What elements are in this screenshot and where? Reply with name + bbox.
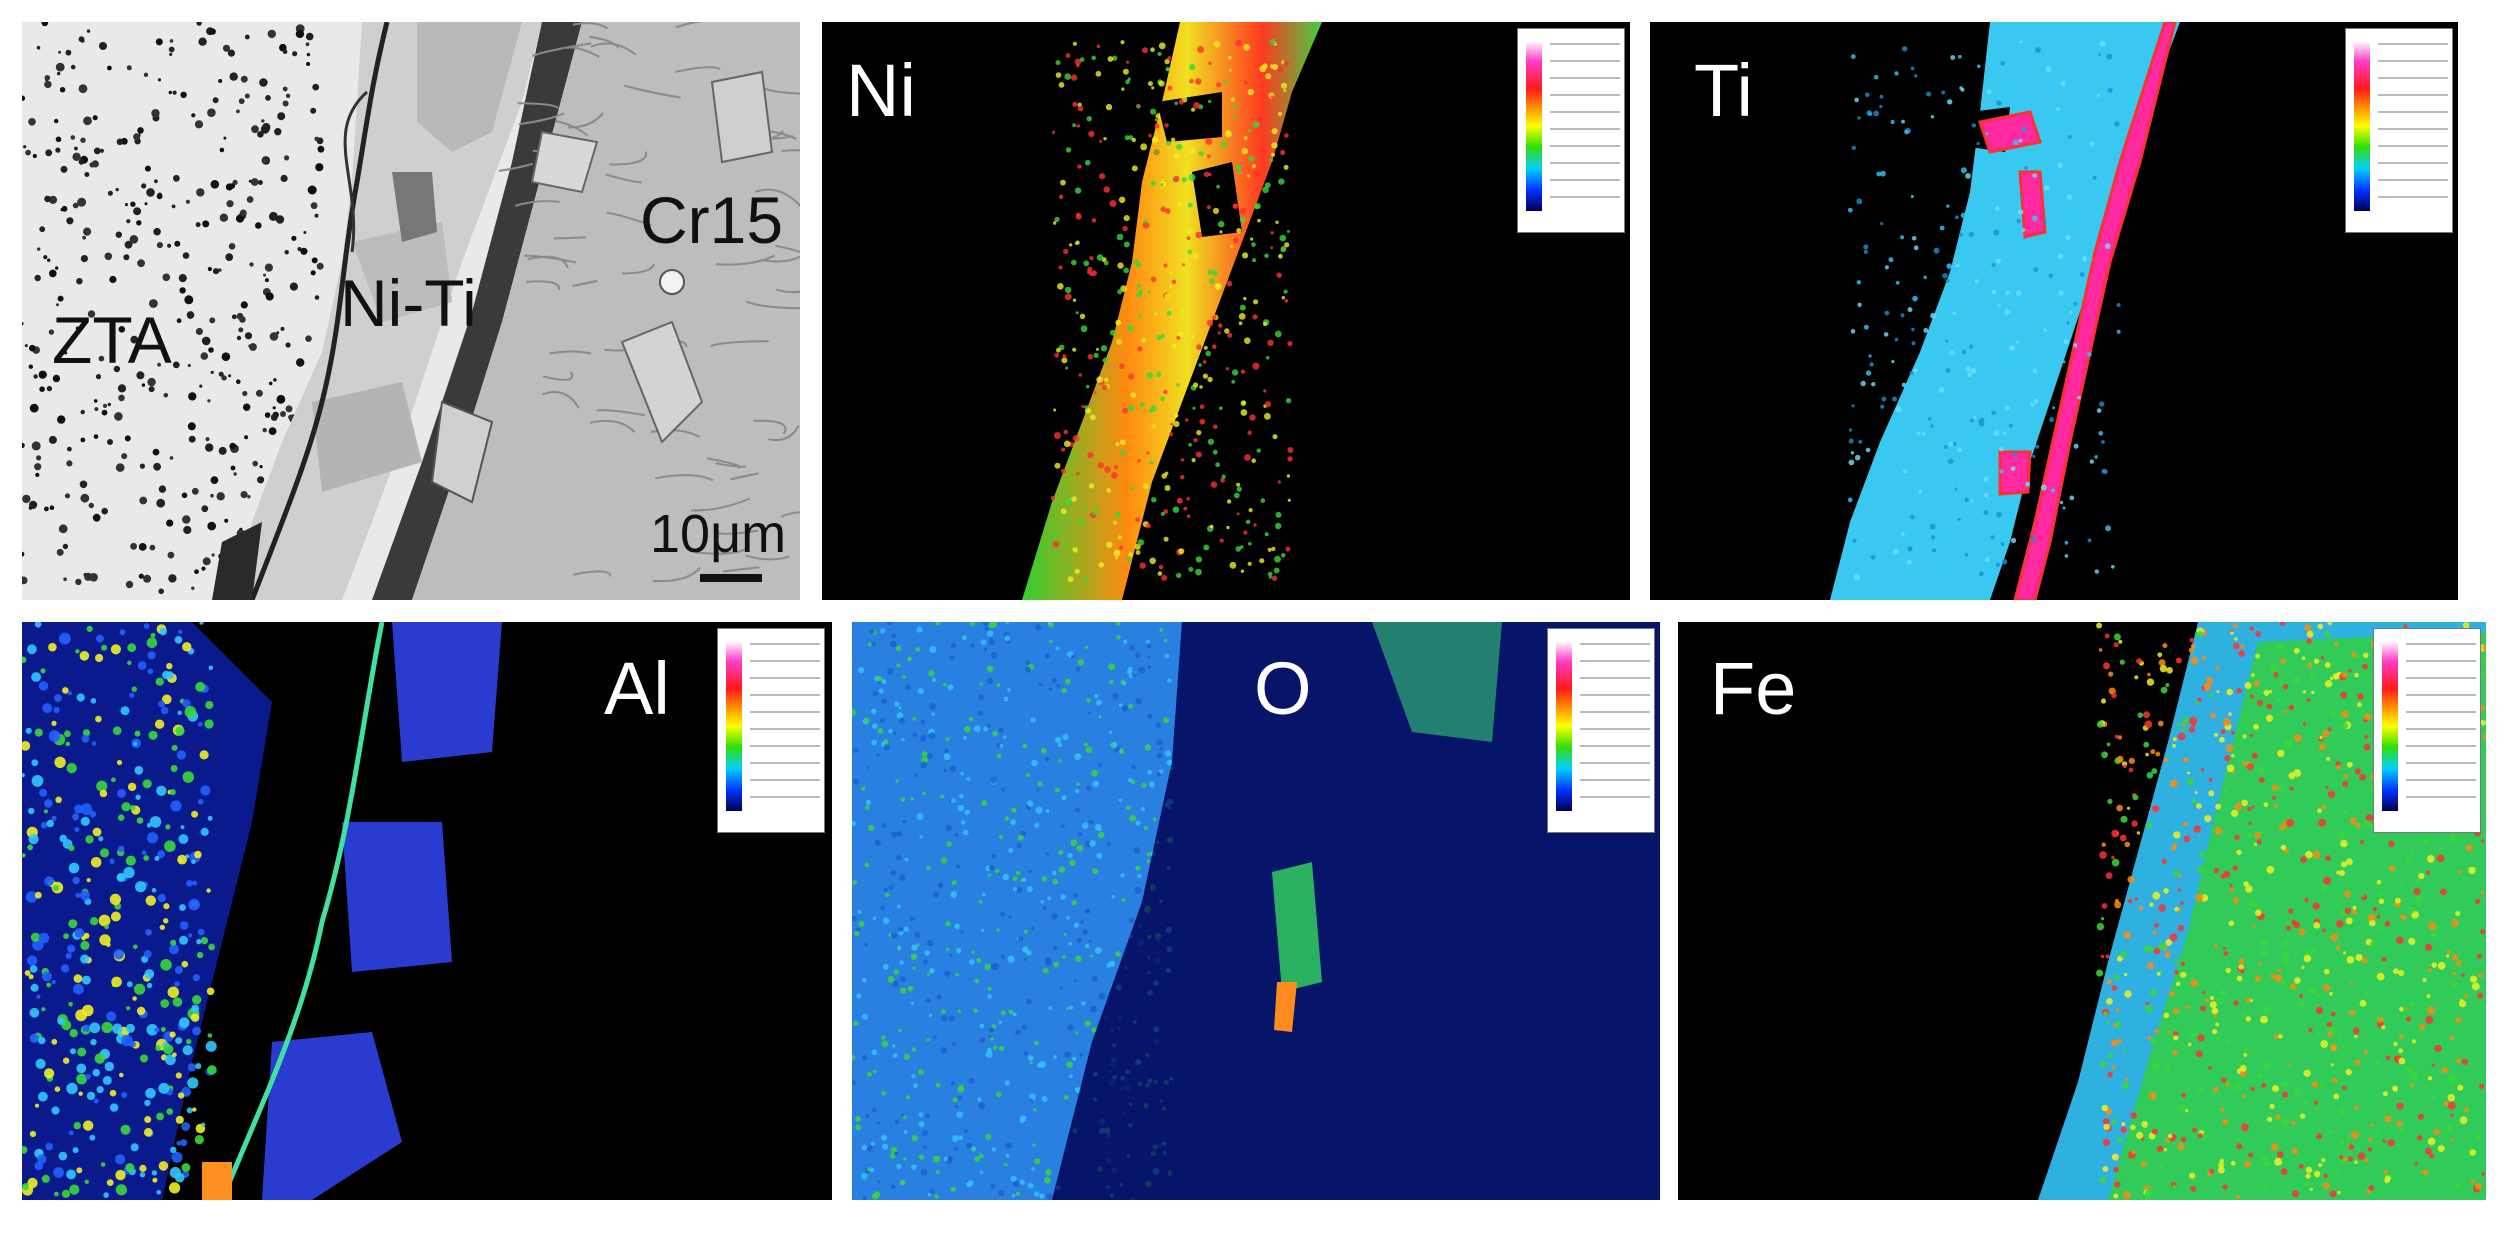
legend-tick — [2378, 43, 2448, 45]
o-map-label: O — [1254, 647, 1312, 730]
legend-tick — [2406, 728, 2476, 730]
legend-tick — [750, 677, 820, 679]
legend-tick — [1580, 643, 1650, 645]
legend-tick — [2378, 179, 2448, 181]
legend-tick — [2378, 196, 2448, 198]
legend-tick — [1550, 94, 1620, 96]
legend-tick — [2406, 762, 2476, 764]
legend-tick — [2378, 145, 2448, 147]
legend-tick — [2378, 60, 2448, 62]
cr15-label: Cr15 — [640, 183, 784, 257]
ni-map-legend — [1517, 28, 1625, 233]
legend-tick — [750, 745, 820, 747]
fe-map-label: Fe — [1710, 647, 1797, 730]
zta-label: ZTA — [52, 303, 172, 377]
ti-map-legend — [2345, 28, 2453, 233]
legend-tick — [2406, 694, 2476, 696]
ni-map-label: Ni — [846, 49, 916, 132]
legend-tick — [2378, 77, 2448, 79]
legend-tick — [1550, 43, 1620, 45]
o-map-legend — [1547, 628, 1655, 833]
legend-tick — [750, 779, 820, 781]
ti-map-panel: Ti — [1650, 22, 2458, 600]
legend-tick — [1550, 162, 1620, 164]
legend-tick — [2378, 111, 2448, 113]
al-map-label: Al — [604, 647, 670, 730]
legend-tick — [2406, 796, 2476, 798]
legend-tick — [1580, 660, 1650, 662]
legend-tick — [1580, 762, 1650, 764]
legend-tick — [2406, 711, 2476, 713]
al-elemental-map — [22, 622, 832, 1200]
o-map-panel: O — [852, 622, 1660, 1200]
legend-tick — [2406, 779, 2476, 781]
legend-tick — [1580, 779, 1650, 781]
legend-tick — [1550, 145, 1620, 147]
legend-tick — [2406, 745, 2476, 747]
legend-tick — [2378, 162, 2448, 164]
niti-label: Ni-Ti — [340, 266, 477, 340]
legend-tick — [2406, 677, 2476, 679]
legend-tick — [2406, 643, 2476, 645]
fe-elemental-map — [1678, 622, 2486, 1200]
legend-tick — [1550, 196, 1620, 198]
o-elemental-map — [852, 622, 1660, 1200]
legend-tick — [750, 643, 820, 645]
legend-tick — [750, 694, 820, 696]
legend-tick — [1580, 796, 1650, 798]
ti-elemental-map — [1830, 22, 2180, 600]
legend-tick — [750, 660, 820, 662]
scale-bar — [700, 574, 762, 582]
legend-tick — [2406, 660, 2476, 662]
ni-map-panel: Ni — [822, 22, 1630, 600]
legend-tick — [1550, 111, 1620, 113]
legend-tick — [1550, 128, 1620, 130]
legend-tick — [2378, 94, 2448, 96]
al-map-panel: Al — [22, 622, 832, 1200]
legend-tick — [1580, 728, 1650, 730]
legend-tick — [1550, 60, 1620, 62]
al-map-legend — [717, 628, 825, 833]
legend-tick — [750, 796, 820, 798]
legend-tick — [2378, 128, 2448, 130]
legend-tick — [1550, 179, 1620, 181]
legend-tick — [1580, 711, 1650, 713]
legend-tick — [750, 728, 820, 730]
sem-image-panel: ZTA Ni-Ti Cr15 10μm — [22, 22, 800, 600]
legend-tick — [1580, 677, 1650, 679]
scale-bar-label: 10μm — [650, 504, 787, 564]
ti-map-label: Ti — [1694, 49, 1753, 132]
legend-tick — [750, 762, 820, 764]
ni-elemental-map — [1022, 22, 1322, 600]
legend-tick — [1580, 745, 1650, 747]
legend-tick — [750, 711, 820, 713]
fe-map-panel: Fe — [1678, 622, 2486, 1200]
fe-map-legend — [2373, 628, 2481, 833]
legend-tick — [1580, 694, 1650, 696]
sem-micrograph — [22, 22, 800, 600]
legend-tick — [1550, 77, 1620, 79]
